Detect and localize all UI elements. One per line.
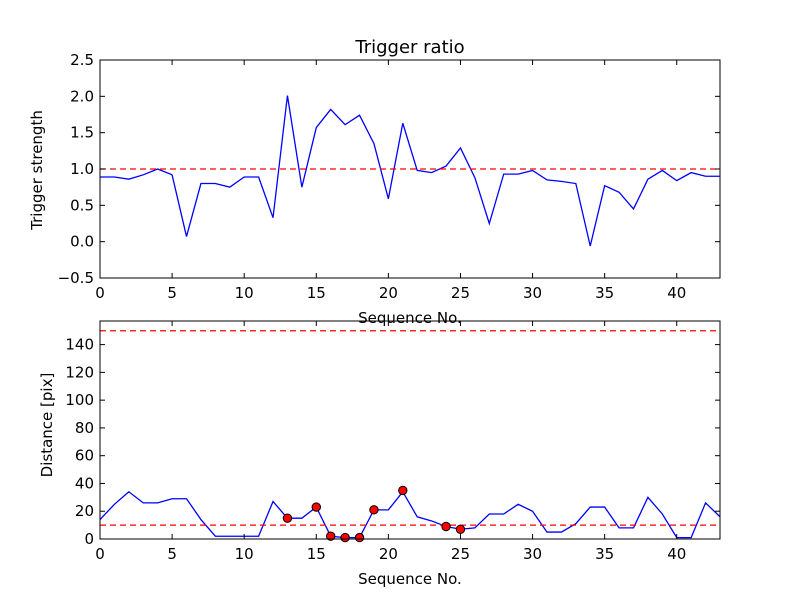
trigger-ratio-title: Trigger ratio [354, 37, 464, 58]
distance-marker-point [369, 505, 379, 515]
distance-x-tick-label: 20 [379, 545, 398, 563]
trigger-ratio-y-tick-label: 1.0 [70, 160, 94, 178]
distance-x-tick-label: 15 [307, 545, 326, 563]
trigger-ratio-y-tick-label: 0.0 [70, 233, 94, 251]
trigger-ratio-ylabel: Trigger strength [28, 110, 46, 231]
trigger-ratio-xlabel: Sequence No. [358, 309, 462, 327]
trigger-ratio-x-tick-label: 0 [95, 284, 105, 302]
distance-y-tick-label: 0 [84, 530, 94, 548]
trigger-ratio-x-tick-label: 40 [667, 284, 686, 302]
distance-x-tick-label: 10 [235, 545, 254, 563]
distance-plot-area [99, 330, 721, 543]
trigger-ratio-x-tick-label: 30 [523, 284, 542, 302]
trigger-ratio-ticks: 0 5 10 15 20 25 30 35 40 −0.5 0.0 0.5 1.0 1.5 2.0 2.5 [58, 51, 720, 302]
trigger-ratio-y-tick-label: −0.5 [58, 269, 94, 287]
distance-y-tick-label: 120 [65, 363, 94, 381]
trigger-ratio-x-tick-label: 5 [167, 284, 177, 302]
distance-marker-point [325, 531, 336, 541]
trigger-ratio-chart: Trigger ratio Trigger strength 0 5 10 15 20 2… [28, 37, 721, 327]
trigger-ratio-y-tick-label: 2.5 [70, 51, 94, 69]
distance-marker-point [441, 521, 451, 532]
distance-marker-point [354, 532, 365, 543]
distance-x-tick-label: 25 [451, 545, 470, 563]
distance-x-tick-label: 35 [595, 545, 614, 563]
trigger-ratio-x-tick-label: 20 [379, 284, 398, 302]
trigger-ratio-y-tick-label: 2.0 [70, 87, 94, 105]
distance-y-tick-label: 100 [65, 391, 94, 409]
distance-y-tick-label: 40 [75, 474, 94, 492]
distance-x-tick-label: 30 [523, 545, 542, 563]
trigger-ratio-y-tick-label: 1.5 [70, 124, 94, 142]
trigger-ratio-x-tick-label: 25 [451, 284, 470, 302]
distance-y-tick-label: 140 [65, 336, 94, 354]
distance-marker-point [282, 513, 293, 523]
distance-x-tick-label: 40 [667, 545, 686, 563]
distance-marker-point [311, 502, 321, 512]
distance-y-tick-label: 60 [75, 447, 94, 465]
distance-marker-point [340, 532, 350, 543]
trigger-ratio-series-line [100, 95, 720, 247]
distance-y-tick-label: 20 [75, 502, 94, 520]
distance-chart: Distance [pix] 0 5 10 15 20 25 30 35 40 0 20 40 60 80… [38, 320, 721, 588]
trigger-ratio-x-tick-label: 10 [235, 284, 254, 302]
distance-ylabel: Distance [pix] [38, 373, 56, 478]
distance-ticks: 0 5 10 15 20 25 30 35 40 0 20 40 60 80 100 120 140 [65, 321, 720, 563]
distance-xlabel: Sequence No. [358, 570, 462, 588]
distance-x-tick-label: 0 [95, 545, 105, 563]
distance-y-tick-label: 80 [75, 419, 94, 437]
trigger-ratio-plot-area [100, 95, 720, 247]
distance-marker-point [398, 485, 408, 496]
distance-axes-frame [99, 320, 721, 540]
trigger-ratio-y-tick-label: 0.5 [70, 196, 94, 214]
trigger-ratio-x-tick-label: 15 [307, 284, 326, 302]
distance-x-tick-label: 5 [167, 545, 177, 563]
distance-marker-point [455, 524, 466, 534]
trigger-ratio-x-tick-label: 35 [595, 284, 614, 302]
distance-series-line [99, 490, 721, 539]
